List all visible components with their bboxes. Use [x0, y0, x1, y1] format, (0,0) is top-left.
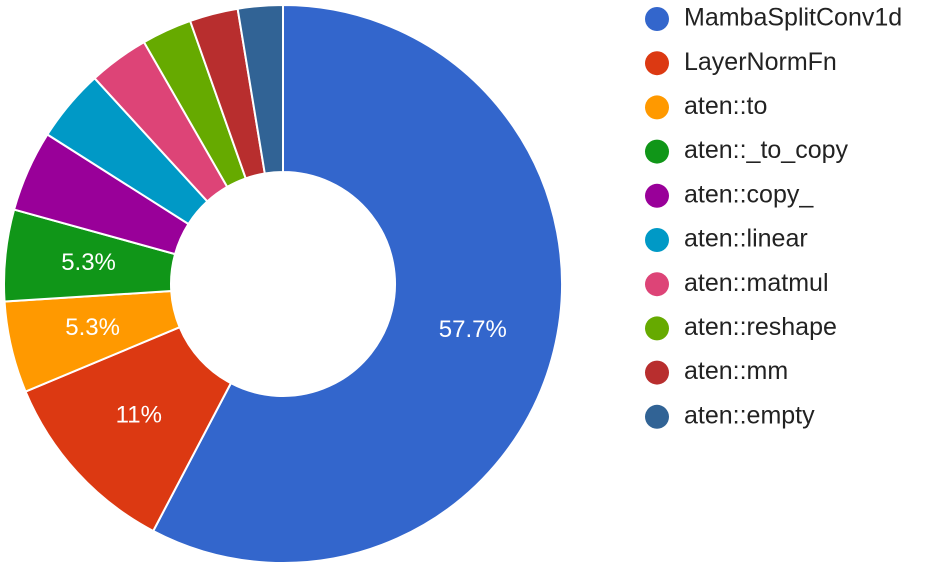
- legend-marker: [645, 404, 669, 429]
- legend-label: LayerNormFn: [684, 48, 837, 76]
- slice: [151, 3, 563, 564]
- slice-label: 57.7%: [439, 316, 507, 343]
- legend-label: MambaSplitConv1d: [684, 4, 902, 32]
- slice-label: 5.3%: [61, 249, 116, 276]
- legend-label: aten::to: [684, 92, 767, 120]
- legend-marker: [645, 139, 669, 164]
- legend-marker: [645, 316, 669, 341]
- legend-marker: [645, 360, 669, 385]
- slice-label: 11%: [116, 401, 162, 428]
- legend-marker: [645, 272, 669, 297]
- slice: [236, 3, 284, 175]
- legend-marker: [645, 7, 669, 31]
- legend-marker: [645, 51, 669, 76]
- legend-label: aten::empty: [684, 401, 815, 429]
- legend-label: aten::matmul: [684, 269, 829, 297]
- legend-label: aten::mm: [684, 357, 788, 385]
- legend-marker: [645, 183, 669, 208]
- legend-marker: [645, 95, 669, 120]
- legend-label: aten::copy_: [684, 180, 814, 208]
- legend-marker: [645, 228, 669, 252]
- legend-label: aten::reshape: [684, 313, 837, 341]
- legend-label: aten::linear: [684, 225, 808, 253]
- slice: [24, 325, 233, 533]
- slice-label: 5.3%: [65, 314, 120, 341]
- legend-label: aten::_to_copy: [684, 136, 849, 164]
